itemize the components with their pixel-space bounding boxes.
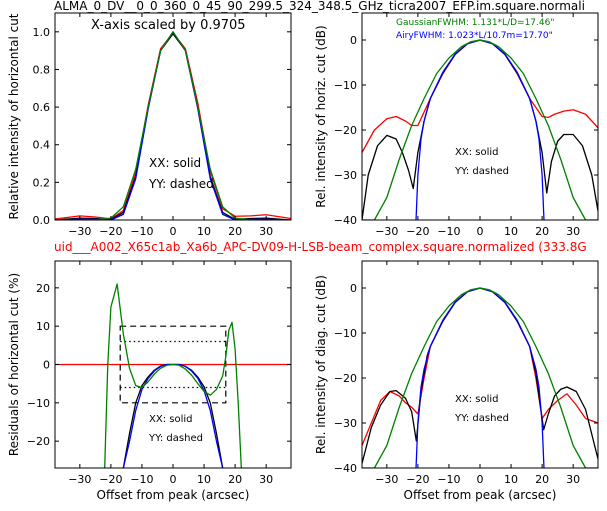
series-group — [362, 39, 598, 220]
x-tick-label: −10 — [437, 473, 460, 486]
series-line-3 — [104, 283, 242, 468]
y-tick-label: −30 — [334, 417, 357, 430]
series-line-3 — [362, 287, 598, 468]
y-tick-label: −10 — [27, 397, 50, 410]
x-tick-label: 30 — [566, 225, 580, 238]
x-axis-label: Offset from peak (arcsec) — [97, 488, 250, 502]
y-tick-label: −30 — [334, 169, 357, 182]
series-line-3 — [362, 39, 598, 220]
y-tick-label: −20 — [334, 372, 357, 385]
legend-entry: YY: dashed — [148, 177, 214, 191]
mid-title: uid___A002_X65c1ab_Xa6b_APC-DV09-H-LSB-b… — [54, 240, 587, 254]
airy-fwhm-label: AiryFWHM: 1.023*L/10.7m=17.70" — [396, 31, 553, 41]
xscale-subtitle: X-axis scaled by 0.9705 — [91, 18, 246, 33]
y-tick-label: 20 — [36, 282, 50, 295]
x-tick-label: 30 — [259, 473, 273, 486]
x-tick-label: −30 — [375, 473, 398, 486]
y-axis-label: Relative intensity of horizontal cut — [7, 13, 21, 219]
legend-entry: XX: solid — [455, 147, 498, 158]
y-tick-label: 0 — [43, 359, 50, 372]
x-tick-label: 20 — [535, 225, 549, 238]
legend-entry: YY: dashed — [148, 433, 203, 444]
x-tick-label: −20 — [406, 473, 429, 486]
x-tick-label: 10 — [504, 473, 518, 486]
y-tick-label: 0.6 — [33, 101, 51, 114]
x-tick-label: 20 — [535, 473, 549, 486]
figure-title: ALMA_0_DV__0_0_360_0_45_90_299.5_324_348… — [54, 0, 585, 13]
y-tick-label: −20 — [27, 435, 50, 448]
x-tick-label: 10 — [504, 225, 518, 238]
x-tick-label: 0 — [170, 225, 177, 238]
y-tick-label: −40 — [334, 462, 357, 475]
legend-entry: YY: dashed — [454, 413, 509, 424]
legend-entry: XX: solid — [455, 394, 498, 405]
x-tick-label: 20 — [228, 473, 242, 486]
y-axis-label: Rel. intensity of horiz. cut (dB) — [314, 25, 328, 207]
y-tick-label: 1.0 — [33, 26, 51, 39]
y-tick-label: 0 — [350, 282, 357, 295]
legend-entry: YY: dashed — [454, 166, 509, 177]
x-tick-label: −30 — [68, 225, 91, 238]
y-tick-label: 0.8 — [33, 63, 51, 76]
x-tick-label: −20 — [406, 225, 429, 238]
series-line-3 — [55, 31, 291, 220]
x-tick-label: 0 — [477, 473, 484, 486]
x-tick-label: 10 — [197, 225, 211, 238]
legend-entry: XX: solid — [149, 414, 192, 425]
y-tick-label: 0.2 — [33, 176, 51, 189]
plot-area — [362, 13, 598, 220]
x-tick-label: 20 — [228, 225, 242, 238]
x-tick-label: −20 — [99, 225, 122, 238]
y-tick-label: 0 — [350, 34, 357, 47]
x-tick-label: −10 — [437, 225, 460, 238]
x-tick-label: −30 — [375, 225, 398, 238]
gaussian-fwhm-label: GaussianFWHM: 1.131*L/D=17.46" — [396, 18, 554, 28]
bottom-left-panel: −30 −20 −10 0 10 20 30 −20 −10 0 10 20 Offset from p… — [7, 260, 292, 502]
x-tick-label: −10 — [130, 225, 153, 238]
legend-entry: XX: solid — [149, 156, 201, 170]
x-tick-label: −30 — [68, 473, 91, 486]
top-right-panel: −30 −20 −10 0 10 20 30 −40 −30 −20 −10 0 Rel. intens… — [314, 12, 599, 238]
y-tick-label: −20 — [334, 124, 357, 137]
x-tick-label: 30 — [259, 225, 273, 238]
y-tick-label: 0.4 — [33, 139, 51, 152]
series-group — [362, 287, 598, 468]
y-tick-label: −40 — [334, 214, 357, 227]
plot-area — [362, 261, 598, 468]
y-tick-label: −10 — [334, 327, 357, 340]
top-left-panel: −30 −20 −10 0 10 20 30 0.0 0.2 0.4 0.6 0.8 1.0 Relati… — [7, 12, 292, 238]
series-group — [55, 283, 291, 468]
bottom-right-panel: −30 −20 −10 0 10 20 30 −40 −30 −20 −10 0 Offset from… — [314, 260, 599, 502]
y-tick-label: −10 — [334, 79, 357, 92]
y-tick-label: 10 — [36, 320, 50, 333]
x-axis-label: Offset from peak (arcsec) — [404, 488, 557, 502]
y-tick-label: 0.0 — [33, 214, 51, 227]
x-tick-label: 0 — [170, 473, 177, 486]
x-tick-label: 0 — [477, 225, 484, 238]
y-axis-label: Residuals of horizontal cut (%) — [7, 273, 21, 456]
x-tick-label: 30 — [566, 473, 580, 486]
y-axis-label: Rel. intensity of diag. cut (dB) — [314, 275, 328, 454]
x-tick-label: 10 — [197, 473, 211, 486]
x-tick-label: −20 — [99, 473, 122, 486]
x-tick-label: −10 — [130, 473, 153, 486]
plot-area — [55, 13, 291, 220]
